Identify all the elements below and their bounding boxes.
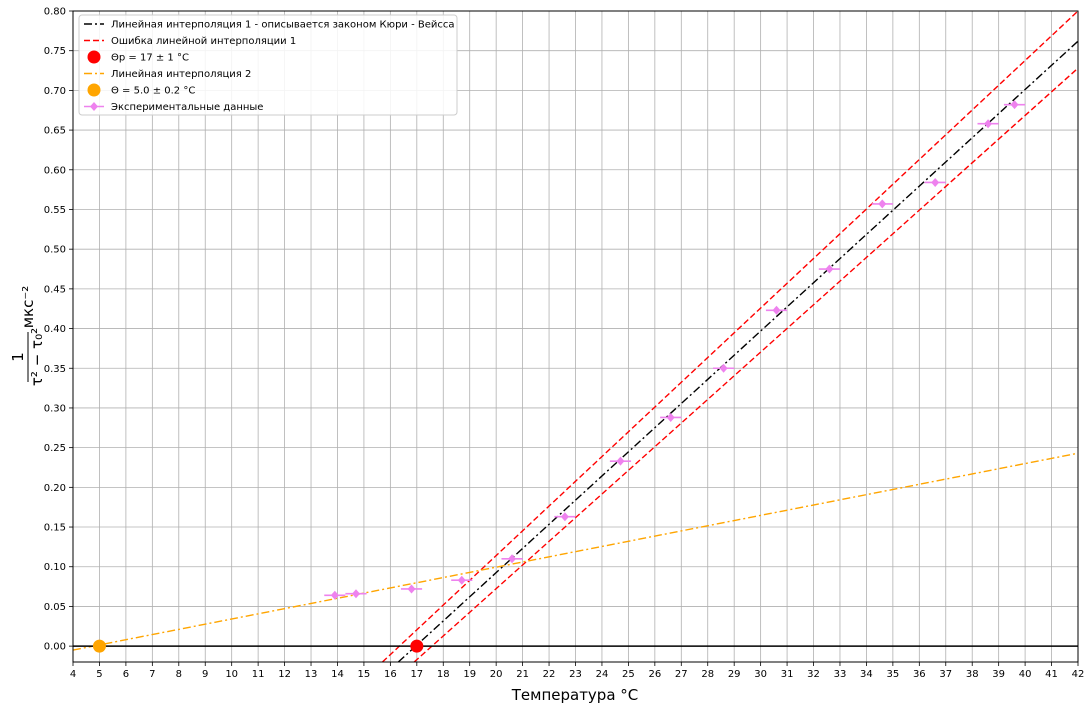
x-axis-ticks: 4 5 6 7 8 9 10 11 12 13 14 15 16 17 18 19 20 21 22 23 24 25 26…	[70, 662, 1085, 680]
x-tick-label: 40	[1019, 669, 1032, 680]
x-tick-label: 14	[331, 669, 344, 680]
data-point	[931, 177, 940, 187]
y-axis-label: 1 τ² − τ₀² мкс⁻²	[9, 286, 46, 386]
legend-label: Ошибка линейной интерполяции 1	[111, 36, 296, 47]
data-point	[407, 584, 416, 594]
data-point	[825, 264, 834, 274]
data-point	[457, 575, 466, 585]
x-tick-label: 23	[569, 669, 582, 680]
x-tick-label: 7	[149, 669, 155, 680]
x-tick-label: 24	[596, 669, 609, 680]
data-point	[560, 512, 569, 522]
x-tick-label: 29	[728, 669, 741, 680]
legend-label: Линейная интерполяция 2	[111, 69, 251, 80]
series-line-2	[413, 67, 1078, 662]
x-tick-label: 42	[1072, 669, 1085, 680]
x-tick-label: 4	[70, 669, 76, 680]
data-point	[666, 412, 675, 422]
y-tick-label: 0.20	[44, 483, 66, 494]
x-tick-label: 35	[887, 669, 900, 680]
x-tick-label: 28	[701, 669, 714, 680]
y-tick-label: 0.15	[44, 523, 66, 534]
data-point	[508, 554, 517, 564]
legend-label: Линейная интерполяция 1 - описывается за…	[111, 20, 455, 31]
x-tick-label: 21	[516, 669, 529, 680]
x-tick-label: 30	[754, 669, 767, 680]
legend-label: Экспериментальные данные	[111, 102, 263, 113]
y-tick-label: 0.40	[44, 324, 66, 335]
y-tick-label: 0.45	[44, 284, 66, 295]
x-tick-label: 26	[648, 669, 661, 680]
x-tick-label: 11	[252, 669, 265, 680]
y-tick-label: 0.50	[44, 245, 66, 256]
y-label-denominator: τ² − τ₀²	[28, 328, 46, 386]
legend-swatch-dot	[87, 83, 101, 97]
x-tick-label: 15	[358, 669, 371, 680]
x-tick-label: 9	[202, 669, 208, 680]
x-tick-label: 22	[543, 669, 556, 680]
y-label-unit: мкс⁻²	[19, 286, 37, 329]
y-tick-label: 0.75	[44, 46, 66, 57]
series-line-1	[381, 11, 1078, 662]
x-tick-label: 32	[807, 669, 820, 680]
legend: Линейная интерполяция 1 - описывается за…	[78, 14, 458, 116]
data-point	[878, 199, 887, 209]
series-line-3	[73, 452, 1078, 651]
series-points	[92, 100, 1026, 653]
x-tick-label: 25	[622, 669, 635, 680]
marker-point-5	[92, 639, 106, 653]
x-tick-label: 41	[1045, 669, 1058, 680]
x-tick-label: 12	[278, 669, 291, 680]
x-tick-label: 20	[490, 669, 503, 680]
x-tick-label: 31	[781, 669, 794, 680]
x-tick-label: 39	[992, 669, 1005, 680]
y-label-numerator: 1	[9, 352, 27, 362]
data-point	[1010, 100, 1019, 110]
y-tick-label: 0.05	[44, 602, 66, 613]
marker-point-4	[410, 639, 424, 653]
x-tick-label: 19	[463, 669, 476, 680]
x-tick-label: 18	[437, 669, 450, 680]
x-tick-label: 5	[96, 669, 102, 680]
legend-label: Θ = 5.0 ± 0.2 °C	[111, 86, 195, 97]
y-tick-label: 0.80	[44, 7, 66, 18]
legend-box	[78, 14, 458, 116]
data-point	[984, 119, 993, 129]
y-axis-ticks: 0.00 0.05 0.10 0.15 0.20 0.25 0.30 0.35 0.40 0.45…	[44, 7, 73, 653]
x-tick-label: 17	[410, 669, 423, 680]
series-line-0	[397, 40, 1078, 662]
x-tick-label: 36	[913, 669, 926, 680]
x-tick-label: 38	[966, 669, 979, 680]
y-tick-label: 0.60	[44, 165, 66, 176]
series-lines	[73, 11, 1078, 662]
legend-swatch-marker	[90, 102, 98, 111]
data-point	[772, 305, 781, 315]
x-tick-label: 10	[225, 669, 238, 680]
data-point	[351, 589, 360, 599]
x-tick-label: 34	[860, 669, 873, 680]
y-tick-label: 0.70	[44, 86, 66, 97]
x-axis-label: Температура °C	[511, 686, 639, 704]
x-tick-label: 33	[834, 669, 847, 680]
legend-label: Θp = 17 ± 1 °C	[111, 53, 189, 64]
x-tick-label: 8	[176, 669, 182, 680]
x-tick-label: 37	[939, 669, 952, 680]
data-point	[719, 363, 728, 373]
y-tick-label: 0.30	[44, 403, 66, 414]
y-tick-label: 0.35	[44, 364, 66, 375]
x-tick-label: 6	[123, 669, 129, 680]
y-tick-label: 0.25	[44, 443, 66, 454]
x-tick-label: 27	[675, 669, 688, 680]
y-tick-label: 0.00	[44, 642, 66, 653]
x-tick-label: 13	[305, 669, 318, 680]
data-point	[330, 590, 339, 600]
y-tick-label: 0.65	[44, 126, 66, 137]
x-tick-label: 16	[384, 669, 397, 680]
legend-swatch-dot	[87, 50, 101, 64]
data-point	[616, 456, 625, 466]
y-tick-label: 0.55	[44, 205, 66, 216]
y-tick-label: 0.10	[44, 562, 66, 573]
